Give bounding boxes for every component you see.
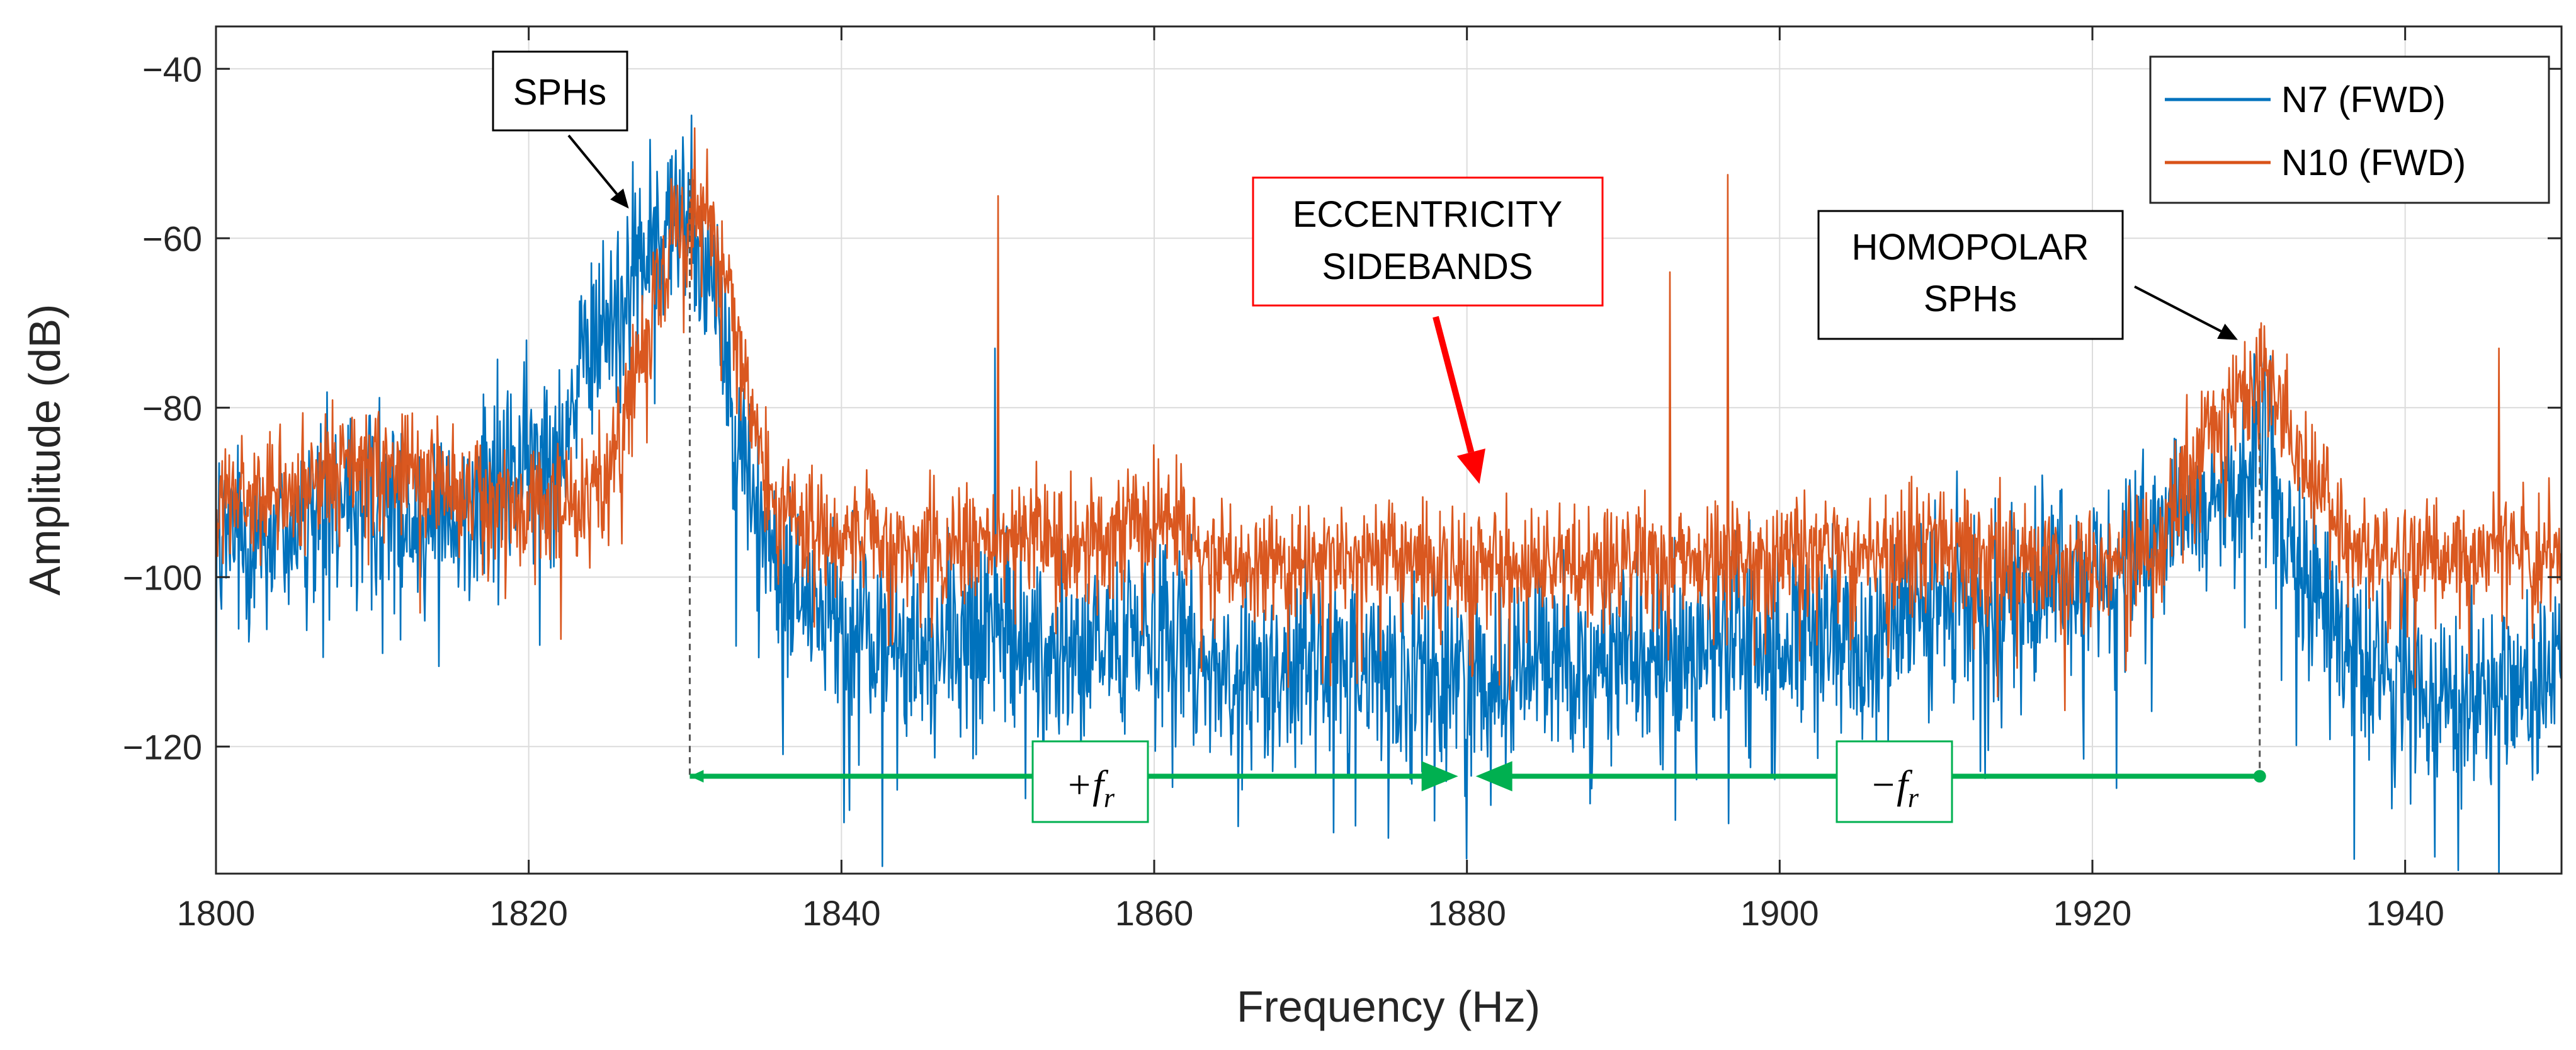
- y-tick-label: −80: [142, 388, 202, 428]
- minus-fr-arrowhead: [1475, 761, 1512, 792]
- series-layer: [215, 114, 2563, 875]
- x-tick-label: 1860: [1115, 893, 1194, 933]
- x-tick-label: 1920: [2053, 893, 2132, 933]
- ticks: 1800 1820 1840 1860 1880 1900 1920 1940 −40 −60 −8…: [123, 26, 2562, 933]
- minus-fr-arrow-tail: [2253, 770, 2266, 783]
- annotation-pointer-line: [1433, 316, 1475, 454]
- annotation-sphs-box: [492, 50, 628, 132]
- plus-fr-box: [1031, 740, 1149, 823]
- x-tick-label: 1900: [1740, 893, 1819, 933]
- x-axis-label: Frequency (Hz): [1237, 982, 1540, 1031]
- x-tick-label: 1820: [489, 893, 568, 933]
- legend: N7 (FWD) N10 (FWD): [2149, 55, 2550, 204]
- annotation-eccentricity-line-1: ECCENTRICITY: [1293, 194, 1563, 235]
- x-tick-label: 1840: [802, 893, 881, 933]
- minus-fr-sub: r: [1908, 782, 1919, 813]
- annotation-homopolar-line-2: SPHs: [1924, 278, 2017, 319]
- series-n10-line: [215, 127, 2563, 711]
- y-tick-label: −100: [123, 557, 202, 597]
- x-tick-label: 1800: [177, 893, 256, 933]
- annotation-eccentricity-line-2: SIDEBANDS: [1322, 246, 1533, 287]
- x-tick-label: 1880: [1427, 893, 1506, 933]
- minus-fr-label: −fr: [1836, 740, 1953, 823]
- plus-fr-sub: r: [1104, 782, 1115, 813]
- plus-fr-arrowhead: [1421, 761, 1458, 792]
- annotation-homopolar: HOMOPOLAR SPHs: [1817, 210, 2124, 340]
- x-tick-label: 1940: [2366, 893, 2444, 933]
- legend-label-n7: N7 (FWD): [2281, 79, 2446, 120]
- annotation-sphs: SPHs: [492, 50, 628, 132]
- annotation-pointer-head: [1456, 448, 1485, 484]
- plus-fr-arrow-tail: [689, 770, 704, 783]
- y-tick-label: −60: [142, 219, 202, 258]
- annotation-arrows: [567, 134, 2238, 484]
- minus-fr-box: [1836, 740, 1953, 823]
- y-tick-label: −40: [142, 49, 202, 89]
- annotation-pointer-line: [2134, 285, 2222, 333]
- plot-frame: [215, 25, 2563, 875]
- annotation-sphs-text: SPHs: [513, 72, 606, 113]
- legend-label-n10: N10 (FWD): [2281, 142, 2466, 183]
- minus-fr-main: −f: [1870, 762, 1913, 807]
- reference-markers: [688, 179, 2261, 777]
- plus-fr-text: +fr: [1065, 762, 1115, 813]
- annotation-homopolar-box: [1817, 210, 2124, 340]
- annotation-pointer-head: [610, 188, 629, 209]
- annotation-eccentricity-box: [1252, 176, 1604, 307]
- annotation-homopolar-line-1: HOMOPOLAR: [1851, 227, 2089, 268]
- annotation-pointer-line: [567, 134, 618, 195]
- grid: [215, 26, 2562, 874]
- y-axis-label: Amplitude (dB): [20, 304, 69, 596]
- series-n7-line: [215, 114, 2563, 875]
- plus-fr-label: +fr: [1031, 740, 1149, 823]
- minus-fr-text: −fr: [1870, 762, 1919, 813]
- legend-box: [2149, 55, 2550, 204]
- plus-fr-main: +f: [1065, 762, 1109, 807]
- y-tick-label: −120: [123, 727, 202, 767]
- annotation-pointer-head: [2217, 323, 2238, 340]
- annotation-eccentricity: ECCENTRICITY SIDEBANDS: [1252, 176, 1604, 307]
